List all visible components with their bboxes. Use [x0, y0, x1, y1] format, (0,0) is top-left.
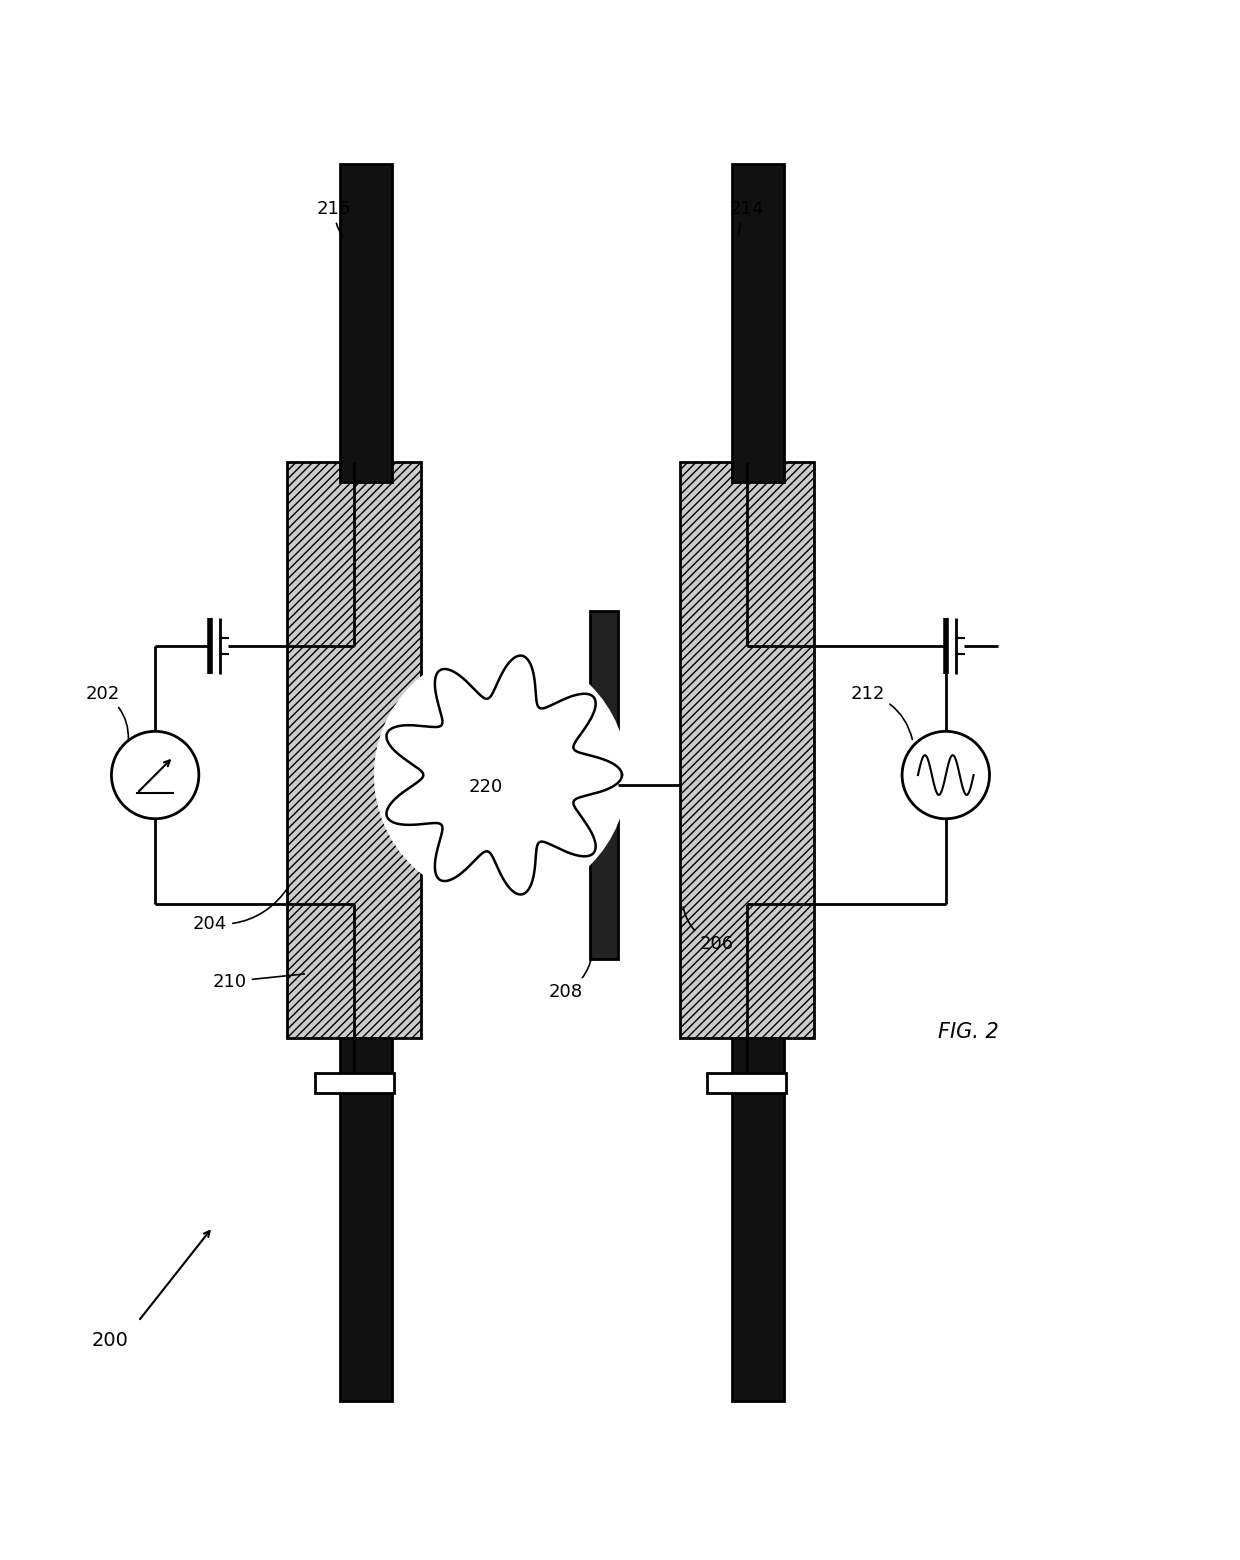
Bar [733, 164, 784, 482]
Bar [288, 462, 422, 1039]
Text: 204: 204 [193, 886, 289, 933]
Text: 206: 206 [683, 906, 734, 953]
Text: 208: 208 [548, 956, 591, 1000]
Text: 214: 214 [729, 200, 764, 236]
Text: 220: 220 [469, 778, 503, 796]
Bar [340, 1039, 392, 1401]
Text: 202: 202 [86, 685, 129, 739]
Bar [315, 1073, 394, 1094]
Bar [590, 612, 618, 959]
Bar [340, 164, 392, 482]
Text: 212: 212 [851, 685, 913, 739]
Text: 216: 216 [317, 200, 351, 236]
Circle shape [374, 649, 627, 902]
Bar [733, 1039, 784, 1401]
Text: 210: 210 [213, 972, 304, 991]
Text: FIG. 2: FIG. 2 [937, 1022, 998, 1042]
Bar [680, 462, 813, 1039]
Bar [707, 1073, 786, 1094]
Text: 200: 200 [92, 1331, 129, 1349]
